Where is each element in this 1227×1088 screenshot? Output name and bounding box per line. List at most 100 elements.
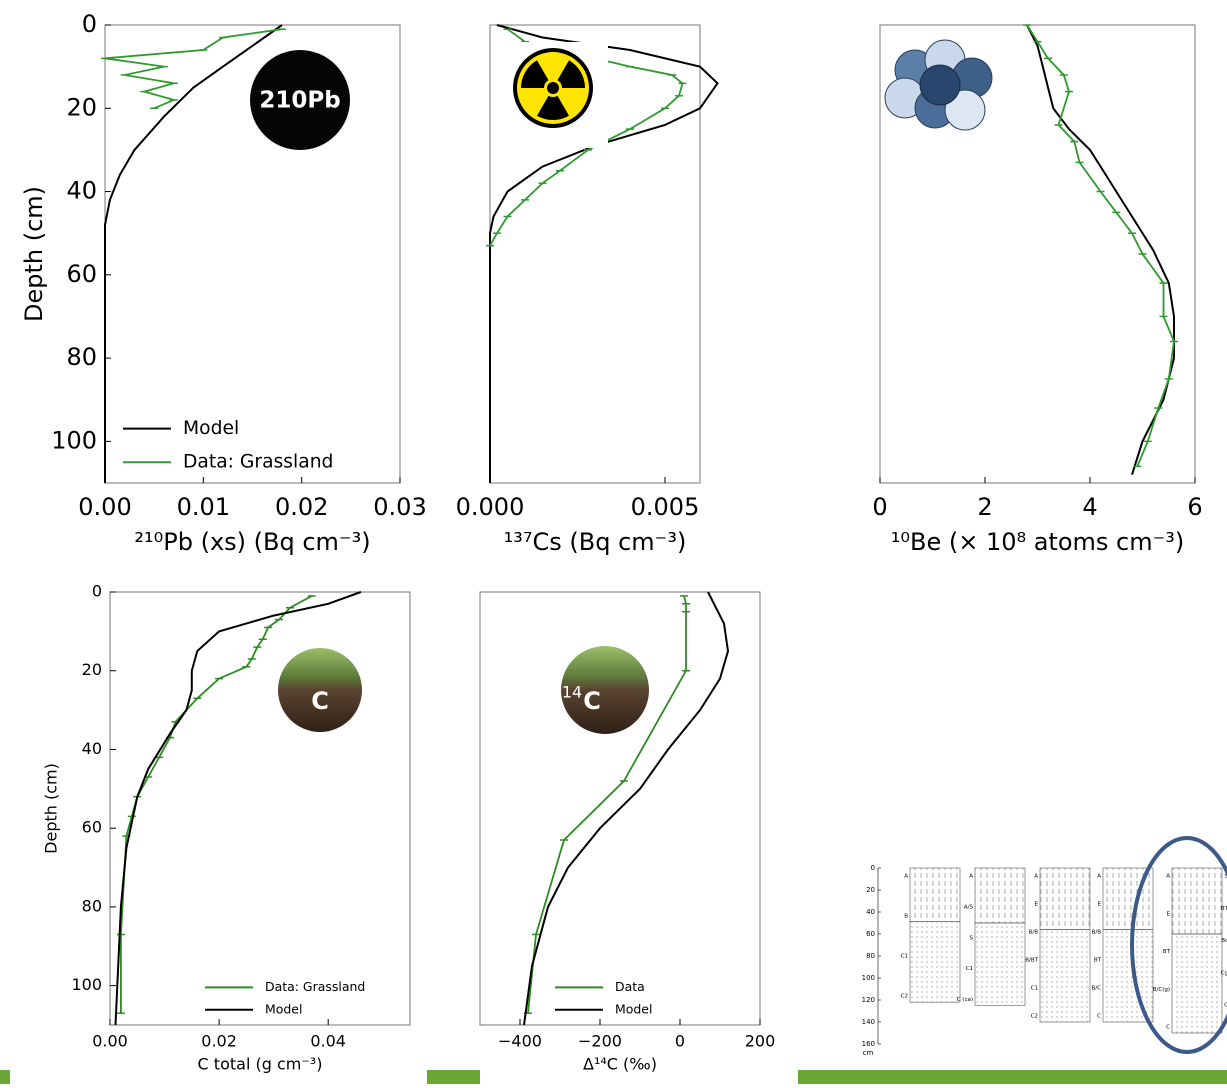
horizon-label: S	[970, 935, 974, 941]
x-tick-label: 0.01	[177, 493, 230, 521]
depth-tick-label: 60	[866, 930, 875, 938]
horizon-label: BT	[1094, 958, 1102, 964]
x-tick-label: 0	[872, 493, 887, 521]
horizon-label: C	[1097, 1014, 1101, 1020]
horizon-label: B/BT	[1025, 958, 1038, 964]
horizon-label: C	[1166, 1025, 1170, 1031]
y-tick-label: 0	[82, 10, 97, 38]
depth-tick-label: 80	[866, 952, 875, 960]
pb-badge: 210Pb	[250, 50, 350, 150]
y-tick-label: 40	[66, 177, 97, 205]
horizon-label: C2	[901, 994, 908, 1000]
horizon-label: Bc	[1221, 938, 1227, 944]
x-tick-label: 4	[1082, 493, 1097, 521]
badge-label: 210Pb	[259, 88, 340, 114]
horizon-label: BT	[1221, 906, 1227, 912]
depth-tick-label: 20	[866, 886, 875, 894]
depth-tick-label: 40	[866, 908, 875, 916]
horizon-label: C1	[1031, 986, 1038, 992]
footer-bar	[798, 1070, 1227, 1084]
profile-bottom	[975, 923, 1025, 1006]
x-tick-label: 0.00	[92, 1031, 128, 1050]
horizon-label: B/C(g)	[1153, 987, 1170, 993]
soil-icon: C	[278, 648, 362, 732]
horizon-label: A	[969, 874, 973, 880]
x-tick-label: 0.02	[201, 1031, 237, 1050]
legend-label: Model	[265, 1001, 302, 1016]
profile-bottom	[1103, 930, 1153, 1022]
x-tick-label: 6	[1187, 493, 1202, 521]
depth-tick-label: 140	[862, 1018, 875, 1026]
depth-unit: cm	[863, 1049, 874, 1057]
legend-label: Data	[615, 979, 645, 994]
y-tick-label: 20	[82, 660, 102, 679]
x-tick-label: 0.03	[373, 493, 426, 521]
horizon-label: E	[1098, 902, 1102, 908]
horizon-label: B/C	[1092, 986, 1102, 992]
horizon-label: Cg	[1221, 970, 1227, 976]
x-tick-label: 2	[977, 493, 992, 521]
badge-sup: 14	[562, 683, 582, 702]
legend-label: Model	[183, 418, 239, 439]
horizon-label: A	[904, 874, 908, 880]
horizon-label: E	[1035, 902, 1039, 908]
legend-label: Model	[615, 1001, 652, 1016]
x-tick-label: 0.02	[275, 493, 328, 521]
profile-bottom	[910, 922, 960, 1003]
y-axis-label: Depth (cm)	[42, 763, 61, 854]
profile-top	[910, 868, 960, 922]
x-tick-label: 0.005	[631, 493, 700, 521]
x-tick-label: 200	[745, 1031, 776, 1050]
y-tick-label: 60	[82, 818, 102, 837]
horizon-label: A/S	[964, 904, 974, 910]
y-tick-label: 80	[82, 896, 102, 915]
horizon-label: E	[1167, 911, 1171, 917]
badge-label: C	[583, 687, 601, 715]
x-tick-label: −200	[578, 1031, 622, 1050]
y-tick-label: 100	[71, 975, 102, 994]
plot-frame	[110, 592, 410, 1025]
y-tick-label: 100	[51, 426, 97, 454]
x-tick-label: 0.000	[456, 493, 525, 521]
badge-label: C	[311, 687, 329, 715]
depth-tick-label: 100	[862, 974, 875, 982]
profile-top	[1040, 868, 1090, 930]
footer-bar	[427, 1070, 480, 1084]
x-axis-label: ¹⁰Be (× 10⁸ atoms cm⁻³)	[891, 528, 1185, 556]
profile-top	[1172, 868, 1222, 934]
soil-icon: 14 C	[561, 646, 649, 734]
profile-top	[975, 868, 1025, 923]
legend-label: Data: Grassland	[183, 452, 333, 473]
x-axis-label: Δ¹⁴C (‰)	[583, 1055, 657, 1074]
horizon-label: B/B	[1029, 930, 1039, 936]
y-tick-label: 60	[66, 260, 97, 288]
depth-tick-label: 120	[862, 996, 875, 1004]
radiation-icon	[508, 42, 608, 148]
y-tick-label: 80	[66, 343, 97, 371]
x-axis-label: ¹³⁷Cs (Bq cm⁻³)	[504, 528, 687, 556]
footer-bar	[0, 1070, 10, 1084]
horizon-label: C1	[901, 954, 908, 960]
horizon-label: B	[904, 914, 908, 920]
horizon-label: A	[1034, 874, 1038, 880]
y-axis-label: Depth (cm)	[20, 186, 48, 322]
profile-bottom	[1172, 934, 1222, 1033]
depth-tick-label: 0	[871, 864, 875, 872]
depth-tick-label: 160	[862, 1040, 875, 1048]
x-tick-label: 0.04	[310, 1031, 346, 1050]
horizon-label: B/B	[1092, 930, 1102, 936]
x-tick-label: −400	[498, 1031, 542, 1050]
x-tick-label: 0.00	[78, 493, 131, 521]
y-tick-label: 0	[92, 582, 102, 601]
y-tick-label: 40	[82, 739, 102, 758]
legend-label: Data: Grassland	[265, 979, 365, 994]
x-axis-label: C total (g cm⁻³)	[198, 1055, 323, 1074]
y-tick-label: 20	[66, 93, 97, 121]
horizon-label: C2	[1031, 1014, 1038, 1020]
horizon-label: A	[1166, 874, 1170, 880]
horizon-label: BT	[1163, 949, 1171, 955]
x-tick-label: 0	[675, 1031, 685, 1050]
profile-bottom	[1040, 930, 1090, 1022]
horizon-label: C (ca)	[957, 997, 973, 1003]
